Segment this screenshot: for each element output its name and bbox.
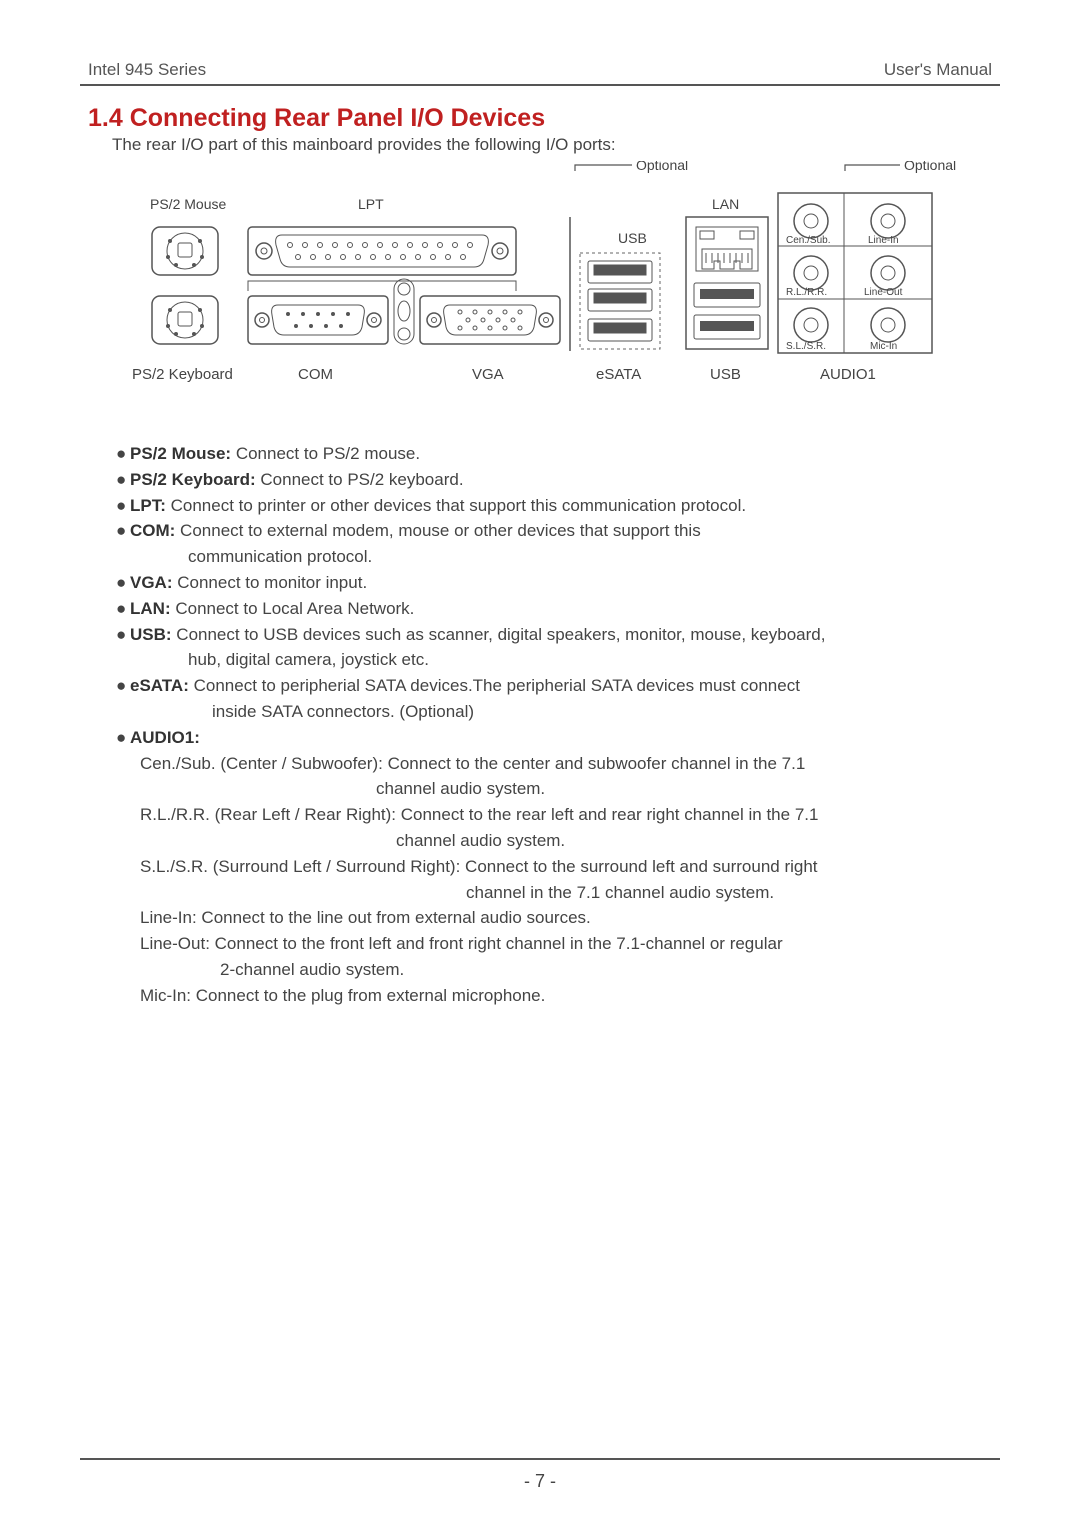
b-lpt: LPT: [130,496,166,515]
header-rule [80,84,1000,86]
label-lan: LAN [712,196,739,212]
t-esata: Connect to peripherial SATA devices.The … [189,676,800,695]
a-lineout2: 2-channel audio system. [220,958,1000,982]
lpt-port [248,227,516,275]
intro-text: The rear I/O part of this mainboard prov… [112,135,1000,155]
header-left: Intel 945 Series [88,60,206,80]
label-audio1: AUDIO1 [820,366,876,383]
label-com: COM [298,366,333,383]
ps2-ports [152,227,218,344]
label-lpt: LPT [358,196,384,212]
b-vga: VGA: [130,573,173,592]
t-lpt: Connect to printer or other devices that… [166,496,746,515]
t-vga: Connect to monitor input. [173,573,368,592]
a-lineout1: Line-Out: Connect to the front left and … [140,932,1000,956]
jack-linein: Line-In [868,235,899,246]
a-rlrr2: channel audio system. [396,829,1000,853]
vga-port [420,296,560,344]
label-esata: eSATA [596,366,641,383]
com-port [248,296,388,344]
a-linein: Line-In: Connect to the line out from ex… [140,906,1000,930]
page-header: Intel 945 Series User's Manual [80,60,1000,84]
b-com: COM: [130,521,175,540]
mid-stack [394,279,414,344]
jack-censub: Cen./Sub. [786,235,830,246]
label-ps2-mouse: PS/2 Mouse [150,196,226,212]
a-rlrr1: R.L./R.R. (Rear Left / Rear Right): Conn… [140,803,1000,827]
t-ps2mouse: Connect to PS/2 mouse. [231,444,420,463]
b-lan: LAN: [130,599,171,618]
t-com-cont: communication protocol. [188,545,1000,569]
b-ps2kb: PS/2 Keyboard: [130,470,256,489]
label-optional1: Optional [636,161,688,173]
a-micin: Mic-In: Connect to the plug from externa… [140,984,1000,1008]
section-title: 1.4 Connecting Rear Panel I/O Devices [88,104,1000,133]
label-usb: USB [710,366,741,383]
jack-slsr: S.L./S.R. [786,341,826,352]
header-right: User's Manual [884,60,992,80]
t-ps2kb: Connect to PS/2 keyboard. [256,470,464,489]
b-esata: eSATA: [130,676,189,695]
b-audio1: AUDIO1: [130,728,200,747]
label-vga: VGA [472,366,504,383]
esata-usb-stack [580,253,660,349]
footer-rule [80,1458,1000,1460]
b-ps2mouse: PS/2 Mouse: [130,444,231,463]
t-usb: Connect to USB devices such as scanner, … [172,625,826,644]
page-number: - 7 - [0,1471,1080,1492]
io-diagram: Optional Optional PS/2 Mouse LPT LAN USB [90,161,990,426]
jack-micin: Mic-In [870,341,897,352]
a-censub2: channel audio system. [376,777,1000,801]
bullet-list: ●PS/2 Mouse: Connect to PS/2 mouse. ●PS/… [116,442,1000,1008]
b-usb: USB: [130,625,172,644]
jack-lineout: Line-Out [864,287,903,298]
audio-block [778,193,932,353]
t-esata-cont: inside SATA connectors. (Optional) [212,700,1000,724]
label-usb-top: USB [618,230,647,246]
lan-usb-block [686,217,768,349]
a-censub1: Cen./Sub. (Center / Subwoofer): Connect … [140,752,1000,776]
t-usb-cont: hub, digital camera, joystick etc. [188,648,1000,672]
label-optional2: Optional [904,161,956,173]
a-slsr2: channel in the 7.1 channel audio system. [466,881,1000,905]
t-com: Connect to external modem, mouse or othe… [175,521,700,540]
label-ps2-keyboard: PS/2 Keyboard [132,366,233,383]
a-slsr1: S.L./S.R. (Surround Left / Surround Righ… [140,855,1000,879]
t-lan: Connect to Local Area Network. [171,599,415,618]
jack-rlrr: R.L./R.R. [786,287,827,298]
